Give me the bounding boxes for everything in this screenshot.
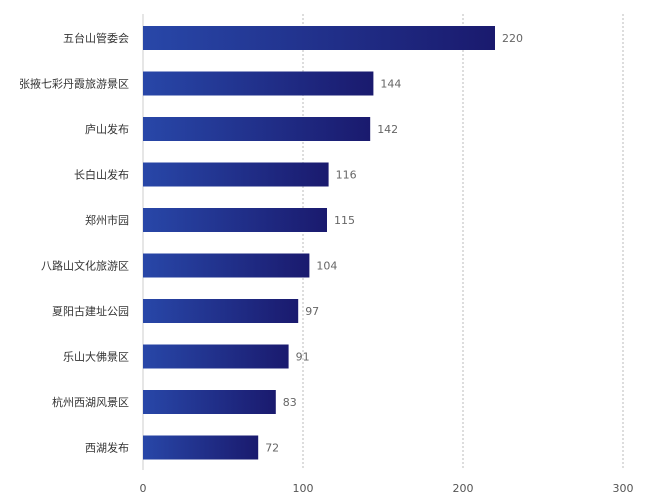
data-label: 116 [336,169,357,182]
labels: 0 100 200 300 五台山管委会 220 张掖七彩丹霞旅游景区 144 庐山发布 142 长… [19,31,634,495]
data-label: 142 [377,123,398,136]
data-label: 91 [296,351,310,364]
category-label: 郑州市园 [85,213,129,227]
bar [143,253,310,278]
data-label: 144 [380,78,401,91]
category-label: 张掖七彩丹霞旅游景区 [19,77,129,91]
bar [143,71,374,96]
category-label: 乐山大佛景区 [63,350,129,364]
x-tick-label: 100 [293,482,314,495]
bar [143,26,495,50]
bars [143,26,495,460]
bar [143,299,299,323]
data-label: 220 [502,32,523,45]
data-label: 97 [305,305,319,318]
category-label: 杭州西湖风景区 [52,395,129,409]
data-label: 72 [265,442,279,455]
bar [143,435,259,460]
category-label: 八路山文化旅游区 [41,259,129,273]
bar [143,162,329,187]
category-label: 夏阳古建址公园 [52,304,129,318]
data-label: 115 [334,214,355,227]
data-label: 104 [316,260,337,273]
x-tick-label: 300 [613,482,634,495]
bar [143,390,276,414]
x-tick-label: 200 [453,482,474,495]
category-label: 长白山发布 [74,168,129,182]
data-label: 83 [283,396,297,409]
category-label: 庐山发布 [85,122,129,136]
x-tick-label: 0 [140,482,147,495]
bar [143,117,371,141]
category-label: 西湖发布 [85,441,129,455]
category-label: 五台山管委会 [63,31,129,45]
bar [143,208,327,232]
bar [143,344,289,369]
